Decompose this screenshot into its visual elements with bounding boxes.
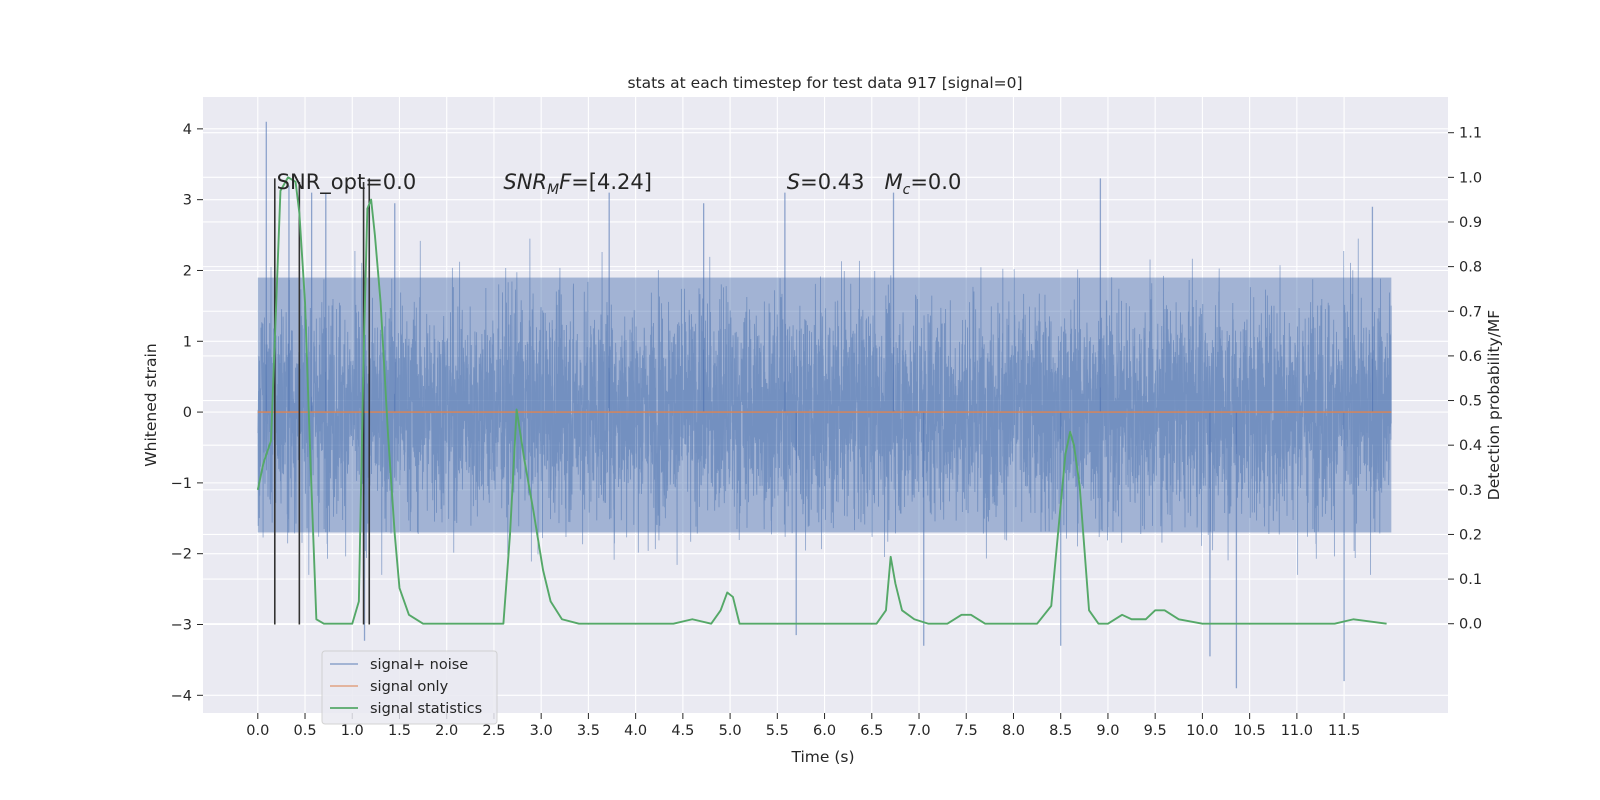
- y-right-axis-ticks: 1.1 1.0 0.9 0.8 0.7 0.6 0.5 0.4 0.3 0.2 0.1 0.0: [1448, 126, 1482, 633]
- y-tick-label-7: −3: [171, 617, 192, 633]
- x-tick-label-12: 6.0: [813, 723, 836, 739]
- signal-plus-noise-line: [257, 238, 1392, 575]
- x-tick-label-3: 1.5: [388, 723, 411, 739]
- y-right-tick-label-8: 0.3: [1459, 483, 1482, 499]
- x-tick-label-2: 1.0: [341, 723, 364, 739]
- y-right-tick-label-9: 0.2: [1459, 527, 1482, 543]
- y-tick-label-6: −2: [171, 547, 192, 563]
- y-right-tick-label-7: 0.4: [1459, 438, 1482, 454]
- x-tick-label-1: 0.5: [293, 723, 316, 739]
- x-tick-label-14: 7.0: [907, 723, 930, 739]
- legend-box: [321, 650, 498, 725]
- y-tick-label-2: 2: [183, 263, 192, 279]
- x-tick-label-5: 2.5: [482, 723, 505, 739]
- signal-plus-noise-series: [257, 121, 1392, 689]
- vertical-markers: [273, 178, 371, 625]
- signal-statistics-line: [256, 176, 1387, 625]
- legend-label-signal-noise: signal+ noise: [370, 657, 468, 673]
- x-axis-label: Time (s): [790, 748, 854, 766]
- y-tick-label-8: −4: [171, 688, 192, 704]
- annotation-s-mc: S=0.43 Mc=0.0: [787, 170, 962, 198]
- y-right-tick-label-6: 0.5: [1459, 394, 1482, 410]
- annotation-snr-mf: SNRMF=[4.24]: [503, 170, 652, 198]
- x-tick-label-16: 8.0: [1002, 723, 1025, 739]
- x-tick-label-23: 11.5: [1328, 723, 1360, 739]
- x-tick-label-22: 11.0: [1281, 723, 1313, 739]
- y-right-tick-label-5: 0.6: [1459, 349, 1482, 365]
- x-tick-label-0: 0.0: [246, 723, 269, 739]
- y-right-tick-label-10: 0.1: [1459, 572, 1482, 588]
- signal-plus-noise-core: [257, 277, 1392, 533]
- x-axis-ticks: 0.0 0.5 1.0 1.5 2.0 2.5 3.0 3.5 4.0 4.5 5.0 5.5 6.0 6…: [246, 713, 1360, 739]
- y-right-tick-label-2: 0.9: [1459, 215, 1482, 231]
- y-right-tick-label-1: 1.0: [1459, 170, 1482, 186]
- x-tick-label-10: 5.0: [719, 723, 742, 739]
- y-tick-label-1: 3: [183, 193, 192, 209]
- x-tick-label-17: 8.5: [1049, 723, 1072, 739]
- y-axis-label: Whitened strain: [142, 343, 160, 466]
- x-tick-label-13: 6.5: [860, 723, 883, 739]
- annotations: SNR_opt=0.0 SNRMF=[4.24] S=0.43 Mc=0.0: [277, 170, 962, 198]
- chart-title: stats at each timestep for test data 917…: [627, 74, 1022, 92]
- y-right-tick-label-11: 0.0: [1459, 617, 1482, 633]
- signal-statistics-series: [256, 176, 1387, 625]
- y-right-tick-label-0: 1.1: [1459, 126, 1482, 142]
- annotation-snr-opt: SNR_opt=0.0: [277, 170, 417, 195]
- x-tick-label-9: 4.5: [671, 723, 694, 739]
- x-tick-label-20: 10.0: [1186, 723, 1218, 739]
- y-tick-label-4: 0: [183, 405, 192, 421]
- y-tick-label-3: 1: [183, 334, 192, 350]
- x-tick-label-18: 9.0: [1096, 723, 1119, 739]
- y-tick-label-5: −1: [171, 476, 192, 492]
- x-tick-label-21: 10.5: [1233, 723, 1265, 739]
- x-tick-label-4: 2.0: [435, 723, 458, 739]
- x-tick-label-19: 9.5: [1144, 723, 1167, 739]
- legend-label-signal-statistics: signal statistics: [370, 701, 482, 717]
- y-axis-ticks: 4 3 2 1 0 −1 −2 −3 −4: [171, 122, 203, 704]
- x-tick-label-15: 7.5: [955, 723, 978, 739]
- y-tick-label-0: 4: [183, 122, 192, 138]
- y-right-tick-label-4: 0.7: [1459, 304, 1482, 320]
- x-tick-label-11: 5.5: [766, 723, 789, 739]
- legend: signal+ noise signal only signal statist…: [321, 650, 498, 725]
- x-tick-label-8: 4.0: [624, 723, 647, 739]
- x-tick-label-7: 3.5: [577, 723, 600, 739]
- x-tick-label-6: 3.0: [530, 723, 553, 739]
- y-right-axis-label: Detection probability/MF: [1485, 310, 1503, 501]
- y-right-tick-label-3: 0.8: [1459, 260, 1482, 276]
- legend-label-signal-only: signal only: [370, 679, 449, 695]
